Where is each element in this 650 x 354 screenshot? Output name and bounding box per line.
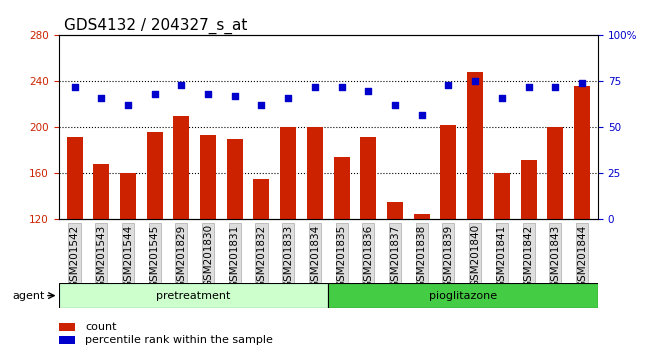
Point bbox=[123, 103, 133, 108]
Point bbox=[150, 91, 160, 97]
Point bbox=[523, 84, 534, 90]
Point bbox=[550, 84, 560, 90]
Bar bbox=[58, 336, 75, 344]
Point bbox=[70, 84, 80, 90]
FancyBboxPatch shape bbox=[58, 283, 328, 308]
Point bbox=[229, 93, 240, 99]
Point bbox=[417, 112, 427, 118]
FancyBboxPatch shape bbox=[328, 283, 598, 308]
Point bbox=[309, 84, 320, 90]
Point bbox=[337, 84, 347, 90]
Text: count: count bbox=[85, 322, 117, 332]
Point bbox=[497, 95, 507, 101]
Point bbox=[390, 103, 400, 108]
Point bbox=[443, 82, 454, 88]
Bar bbox=[441, 125, 456, 354]
Text: percentile rank within the sample: percentile rank within the sample bbox=[85, 335, 274, 345]
Bar bbox=[66, 137, 83, 354]
Text: pretreatment: pretreatment bbox=[156, 291, 231, 301]
Point bbox=[176, 82, 187, 88]
Bar bbox=[280, 127, 296, 354]
Bar bbox=[574, 86, 590, 354]
Point bbox=[577, 80, 587, 86]
Bar bbox=[467, 72, 483, 354]
Bar bbox=[547, 127, 564, 354]
Bar bbox=[333, 157, 350, 354]
Bar bbox=[147, 132, 162, 354]
Bar bbox=[387, 202, 403, 354]
Text: agent: agent bbox=[12, 291, 45, 301]
Text: pioglitazone: pioglitazone bbox=[429, 291, 497, 301]
Point bbox=[363, 88, 374, 93]
Bar bbox=[93, 164, 109, 354]
Bar bbox=[360, 137, 376, 354]
Point bbox=[96, 95, 107, 101]
Bar bbox=[494, 173, 510, 354]
Bar bbox=[174, 116, 189, 354]
Bar bbox=[413, 214, 430, 354]
Bar bbox=[58, 323, 75, 331]
Bar bbox=[200, 136, 216, 354]
Point bbox=[283, 95, 293, 101]
Bar bbox=[521, 160, 536, 354]
Text: GDS4132 / 204327_s_at: GDS4132 / 204327_s_at bbox=[64, 18, 247, 34]
Point bbox=[203, 91, 213, 97]
Bar bbox=[307, 127, 323, 354]
Bar bbox=[254, 179, 270, 354]
Bar bbox=[227, 139, 243, 354]
Point bbox=[470, 79, 480, 84]
Bar bbox=[120, 173, 136, 354]
Point bbox=[256, 103, 266, 108]
